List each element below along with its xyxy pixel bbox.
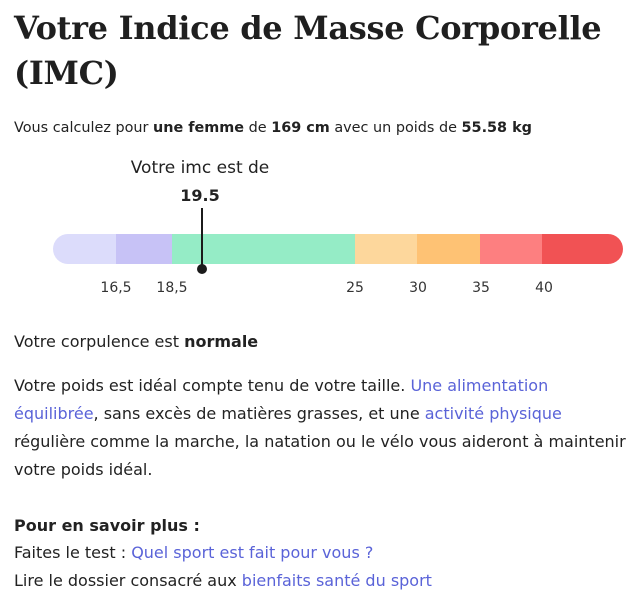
verdict-prefix: Votre corpulence est (14, 332, 185, 351)
gauge-segment-underweight (116, 234, 172, 264)
imc-marker-line (201, 208, 203, 268)
advice-text-2: , sans excès de matières grasses, et une (93, 404, 425, 423)
learn-more-line-2: Lire le dossier consacré aux bienfaits s… (14, 569, 432, 593)
gauge-segment-obesity-3 (542, 234, 623, 264)
advice-paragraph: Votre poids est idéal compte tenu de vot… (14, 372, 626, 484)
learn-more-heading: Pour en savoir plus : (14, 516, 200, 535)
learn-more-line-1: Faites le test : Quel sport est fait pou… (14, 541, 373, 565)
gauge-segment-obesity-2 (480, 234, 542, 264)
gauge-segment-very-underweight (53, 234, 116, 264)
sport-benefits-link[interactable]: bienfaits santé du sport (241, 571, 432, 590)
tick-label: 18,5 (156, 280, 188, 296)
intro-prefix: Vous calculez pour (14, 120, 154, 136)
advice-text-1: Votre poids est idéal compte tenu de vot… (14, 376, 411, 395)
tick-label: 35 (472, 280, 490, 296)
gauge-segment-obesity-1 (417, 234, 480, 264)
line2-prefix: Lire le dossier consacré aux (14, 571, 242, 590)
tick-label: 40 (535, 280, 553, 296)
balanced-diet-link[interactable]: Une alimentation équilibrée (14, 376, 549, 423)
line1-prefix: Faites le test : (14, 543, 132, 562)
tick-label: 25 (346, 280, 364, 296)
sport-quiz-link[interactable]: Quel sport est fait pour vous ? (131, 543, 374, 562)
gauge-segment-normal (172, 234, 355, 264)
calculation-summary: Vous calculez pour une femme de 169 cm a… (14, 118, 626, 138)
weight-value: 55.58 kg (461, 120, 532, 136)
imc-label: Votre imc est de (130, 158, 270, 178)
tick-label: 16,5 (100, 280, 132, 296)
intro-mid2: avec un poids de (329, 120, 462, 136)
imc-gauge (53, 234, 623, 264)
physical-activity-link[interactable]: activité physique (424, 404, 562, 423)
advice-text-3: régulière comme la marche, la natation o… (14, 432, 626, 479)
tick-label: 30 (409, 280, 427, 296)
imc-value: 19.5 (180, 186, 220, 205)
page-title: Votre Indice de Masse Corporelle (IMC) (14, 9, 602, 92)
gauge-segment-overweight (355, 234, 417, 264)
height-value: 169 cm (271, 120, 330, 136)
gender-value: une femme (153, 120, 245, 136)
intro-mid1: de (244, 120, 272, 136)
corpulence-verdict: Votre corpulence est normale (14, 330, 258, 354)
imc-marker-dot (197, 264, 207, 274)
verdict-value: normale (184, 332, 259, 351)
